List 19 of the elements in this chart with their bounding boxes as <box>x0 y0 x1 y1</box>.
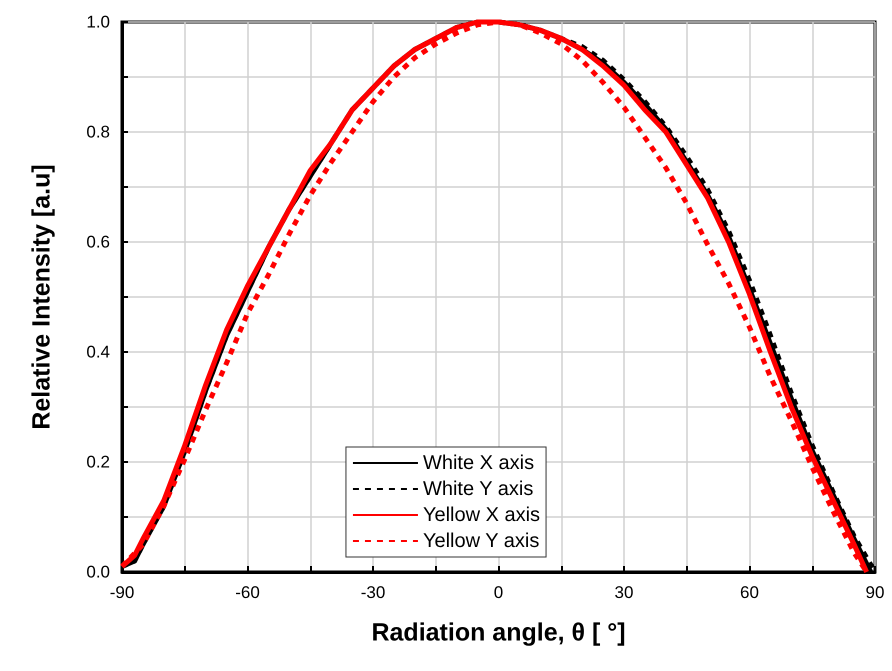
legend-label: Yellow X axis <box>422 504 540 526</box>
x-axis-title: Radiation angle, θ [ °] <box>371 618 626 646</box>
x-tick-label: -60 <box>235 583 260 602</box>
y-tick-label: 1.0 <box>86 12 110 32</box>
x-tick-label: -30 <box>360 583 386 602</box>
x-tick-label: 90 <box>866 583 884 602</box>
y-tick-label: 0.8 <box>86 122 110 142</box>
y-tick-label: 0.0 <box>86 562 110 582</box>
x-tick-label: 30 <box>614 583 634 602</box>
legend-label: White Y axis <box>422 478 534 500</box>
y-tick-label: 0.4 <box>86 342 110 362</box>
x-tick-label: 60 <box>740 583 759 602</box>
y-tick-label: 0.6 <box>86 232 110 252</box>
y-tick-label: 0.2 <box>86 452 110 472</box>
legend-label: White X axis <box>422 452 534 474</box>
x-tick-label: -90 <box>110 583 134 602</box>
y-axis-title: Relative Intensity [a.u] <box>28 164 56 430</box>
x-tick-label: 0 <box>494 583 504 602</box>
legend-label: Yellow Y axis <box>422 530 540 552</box>
